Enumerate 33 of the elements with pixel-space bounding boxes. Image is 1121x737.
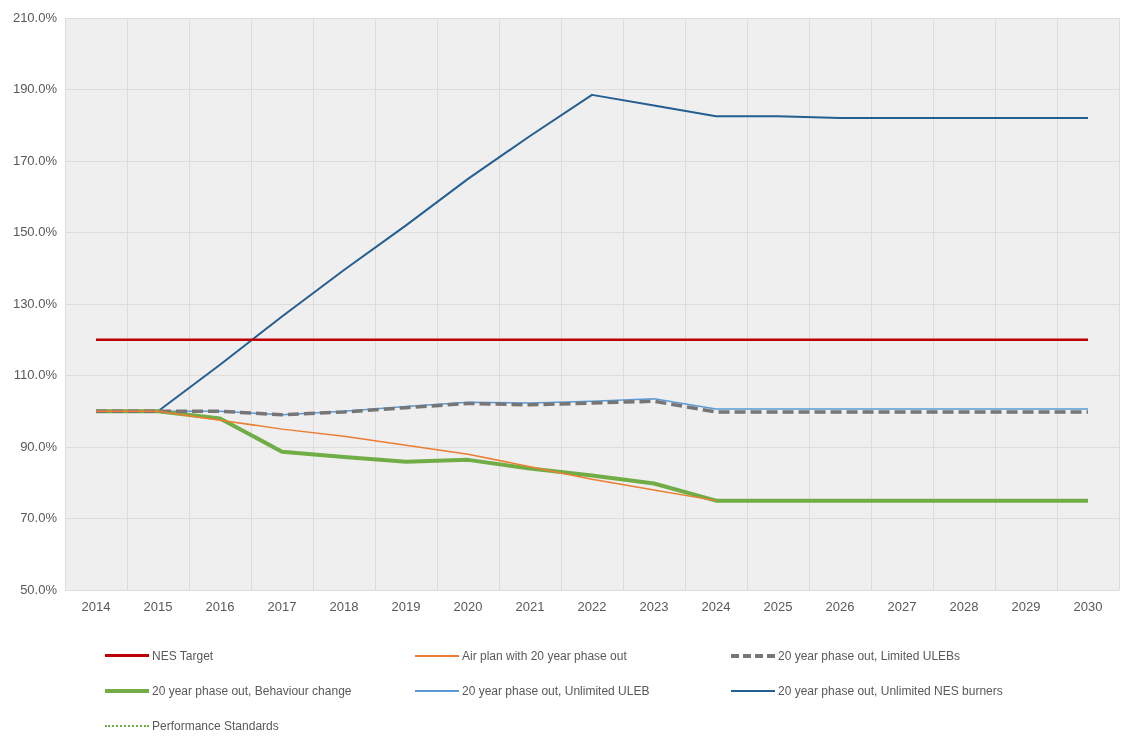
x-tick-label: 2019 [391, 599, 421, 615]
x-tick-label: 2017 [267, 599, 297, 615]
x-tick-label: 2014 [81, 599, 111, 615]
x-tick-label: 2030 [1073, 599, 1103, 615]
legend-label: 20 year phase out, Behaviour change [152, 683, 352, 698]
x-tick-label: 2018 [329, 599, 359, 615]
x-tick-label: 2026 [825, 599, 855, 615]
x-tick-label: 2016 [205, 599, 235, 615]
legend-label: NES Target [152, 648, 214, 663]
y-tick-label: 70.0% [20, 510, 58, 526]
x-tick-label: 2021 [515, 599, 545, 615]
x-tick-label: 2024 [701, 599, 731, 615]
x-tick-label: 2025 [763, 599, 793, 615]
y-tick-label: 110.0% [13, 367, 58, 383]
x-tick-label: 2023 [639, 599, 669, 615]
x-tick-label: 2022 [577, 599, 607, 615]
x-tick-label: 2028 [949, 599, 979, 615]
x-tick-label: 2015 [143, 599, 173, 615]
legend-label: 20 year phase out, Unlimited ULEB [462, 683, 650, 698]
y-tick-label: 210.0% [12, 9, 58, 25]
y-tick-label: 90.0% [20, 438, 58, 454]
y-tick-label: 130.0% [12, 295, 58, 311]
legend-label: Air plan with 20 year phase out [462, 648, 627, 663]
x-tick-label: 2029 [1011, 599, 1041, 615]
y-tick-label: 150.0% [12, 224, 58, 240]
y-tick-label: 170.0% [12, 152, 58, 168]
y-tick-label: 190.0% [12, 81, 58, 97]
legend-label: 20 year phase out, Unlimited NES burners [778, 683, 1003, 698]
x-tick-label: 2027 [887, 599, 917, 615]
x-tick-label: 2020 [453, 599, 483, 615]
legend-label: 20 year phase out, Limited ULEBs [778, 648, 961, 663]
y-tick-label: 50.0% [20, 581, 58, 597]
legend-label: Performance Standards [152, 718, 279, 733]
